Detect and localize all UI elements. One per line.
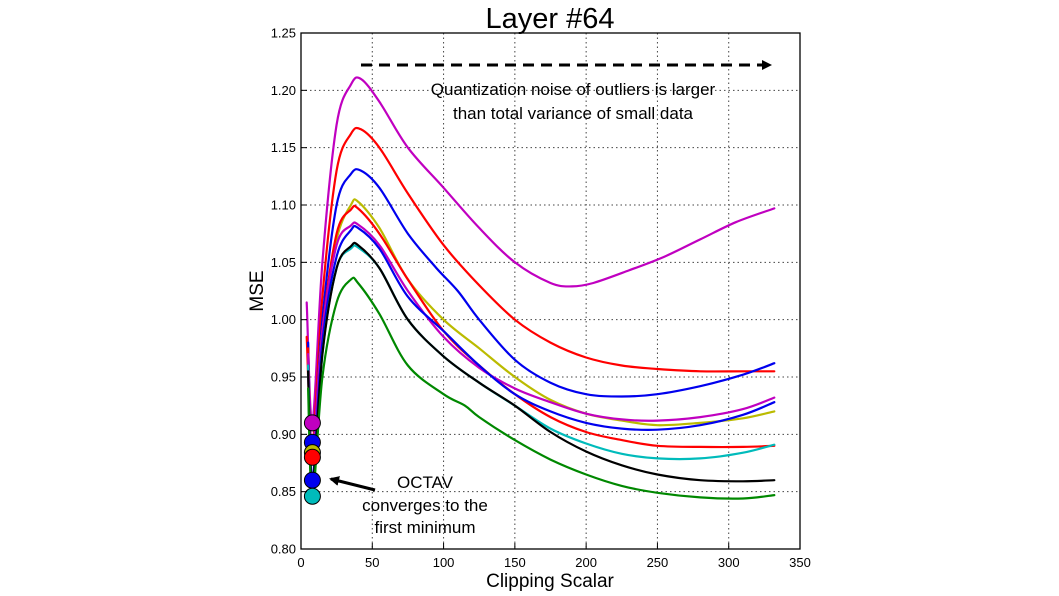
x-tick-label: 100 <box>433 555 455 570</box>
series-lines <box>305 76 776 500</box>
x-axis-label: Clipping Scalar <box>486 571 614 592</box>
y-tick-label: 1.00 <box>271 312 296 327</box>
octav-annotation-line-2: converges to the <box>362 496 488 515</box>
minimum-marker <box>303 414 321 432</box>
plot-frame <box>300 32 801 550</box>
minimum-marker <box>303 448 321 466</box>
series-line-red-upper <box>305 126 776 447</box>
x-tick-label: 0 <box>297 555 304 570</box>
series-line-magenta <box>305 76 776 425</box>
y-tick-label: 1.25 <box>271 26 296 41</box>
x-tick-label: 50 <box>365 555 379 570</box>
series-line-green <box>307 276 776 500</box>
series-line-black <box>307 241 776 488</box>
y-tick-label: 1.20 <box>271 83 296 98</box>
x-tick-label: 150 <box>504 555 526 570</box>
series-line-blue-lower <box>307 224 776 482</box>
x-tick-label: 300 <box>718 555 740 570</box>
y-tick-label: 0.95 <box>271 370 296 385</box>
y-axis-label: MSE <box>247 270 268 311</box>
top-annotation-line-2: than total variance of small data <box>453 104 694 123</box>
octav-annotation-line-3: first minimum <box>374 518 475 537</box>
y-tick-label: 0.80 <box>271 542 296 557</box>
axis-ticks: 0 50 100 150 200 250 300 350 0.80 0.85 0.90 0.95 1.0… <box>271 26 811 571</box>
x-tick-label: 200 <box>575 555 597 570</box>
minimum-marker <box>303 487 321 505</box>
series-line-magenta-lower <box>307 221 776 453</box>
y-tick-label: 1.15 <box>271 140 296 155</box>
y-tick-label: 0.85 <box>271 484 296 499</box>
minimum-marker <box>303 471 321 489</box>
x-tick-label: 250 <box>647 555 669 570</box>
y-tick-label: 1.05 <box>271 255 296 270</box>
series-line-blue-upper <box>307 168 776 459</box>
octav-arrow <box>329 476 376 492</box>
grid <box>301 33 800 549</box>
octav-annotation-line-1: OCTAV <box>397 473 454 492</box>
top-annotation-line-1: Quantization noise of outliers is larger <box>431 80 716 99</box>
y-tick-label: 0.90 <box>271 427 296 442</box>
y-tick-label: 1.10 <box>271 198 296 213</box>
x-tick-label: 350 <box>789 555 811 570</box>
chart-title: Layer #64 <box>486 3 615 35</box>
minimum-markers <box>303 414 321 505</box>
